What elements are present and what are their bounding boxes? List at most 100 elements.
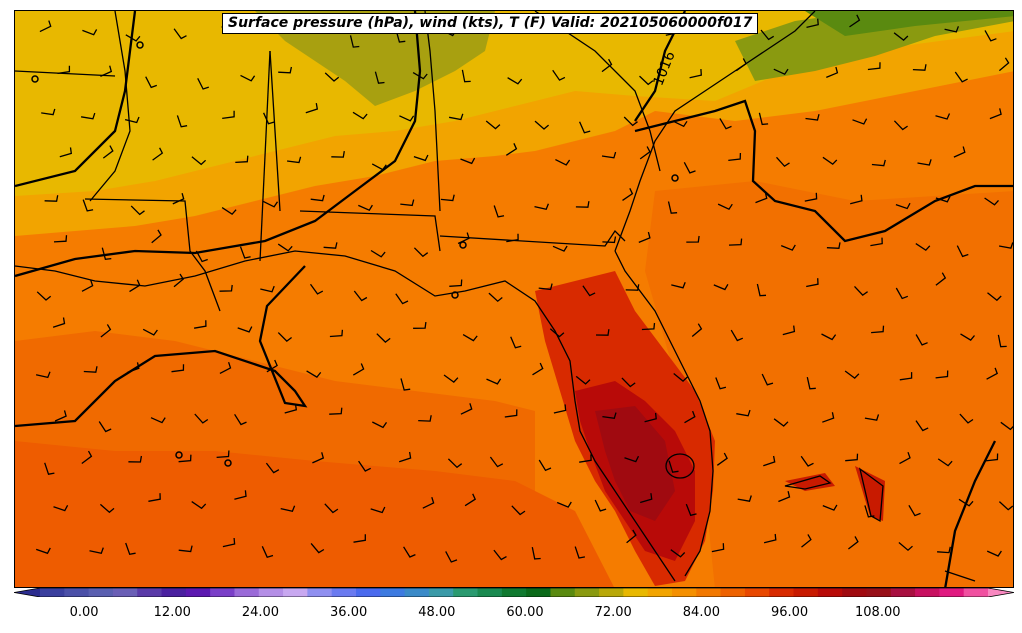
wind-barb xyxy=(778,491,791,503)
wind-barb xyxy=(191,501,207,510)
wind-barb xyxy=(622,188,634,201)
wind-barb xyxy=(413,247,429,258)
wind-barb xyxy=(102,145,114,159)
atlantic-region xyxy=(645,181,1013,587)
wind-barb xyxy=(152,147,164,161)
wind-barb xyxy=(148,493,161,502)
wind-barb xyxy=(728,152,742,162)
wind-barb xyxy=(899,451,911,465)
wind-barb xyxy=(822,504,838,511)
wind-barb xyxy=(234,490,247,500)
wind-barb xyxy=(987,292,1002,302)
wind-barb xyxy=(531,546,541,560)
wind-barb xyxy=(266,359,278,373)
colorbar-tick-label: 108.00 xyxy=(855,605,901,620)
wind-barb xyxy=(719,118,732,130)
wind-barb xyxy=(998,57,1010,72)
wind-barb xyxy=(717,203,733,211)
wind-barb xyxy=(574,546,586,559)
wind-barb xyxy=(197,78,210,90)
colorbar-cell xyxy=(428,588,454,597)
wind-barb xyxy=(128,455,143,463)
wind-barb xyxy=(127,362,140,374)
wind-barb xyxy=(510,336,522,349)
wind-barb xyxy=(173,28,187,40)
wind-barb xyxy=(844,370,860,379)
wind-barb xyxy=(216,450,230,459)
wind-barb xyxy=(538,459,552,472)
wind-barb xyxy=(871,325,885,334)
wind-barb xyxy=(35,547,51,555)
wind-barb xyxy=(805,114,820,121)
wind-barb xyxy=(413,322,427,329)
wind-barb xyxy=(989,108,1002,120)
wind-barb xyxy=(804,192,818,202)
wind-barb xyxy=(673,372,688,382)
wind-barb xyxy=(52,317,66,328)
wind-barb xyxy=(958,498,974,507)
isobar-6 xyxy=(944,440,997,587)
colorbar xyxy=(14,588,1014,597)
wind-barb xyxy=(219,284,233,292)
wind-barb xyxy=(222,537,236,548)
wind-barb xyxy=(395,293,409,305)
wind-barb xyxy=(915,334,928,346)
wind-barb xyxy=(935,370,949,379)
colorbar-cell xyxy=(307,588,333,597)
wind-barb xyxy=(358,460,371,472)
wind-barb xyxy=(506,233,519,243)
wind-barb xyxy=(440,194,455,202)
wind-barb xyxy=(556,501,572,508)
wind-barb xyxy=(178,545,193,553)
wind-barb xyxy=(998,242,1013,249)
colorbar-tick-label: 84.00 xyxy=(682,605,720,620)
wind-barb xyxy=(960,333,976,341)
wind-barb xyxy=(352,111,368,120)
wind-barb xyxy=(358,204,373,212)
colorbar-cell xyxy=(744,588,770,597)
wind-barb xyxy=(100,65,113,77)
wind-barb xyxy=(422,497,435,509)
island-bahamas-2 xyxy=(858,467,884,523)
colorbar-tick-label: 36.00 xyxy=(330,605,368,620)
wind-barb xyxy=(912,64,927,71)
wind-barb xyxy=(937,546,951,554)
wind-barb xyxy=(284,403,298,414)
map-title: Surface pressure (hPa), wind (kts), T (F… xyxy=(222,13,759,34)
colorbar-cell xyxy=(112,588,138,597)
wind-barb xyxy=(449,279,463,287)
wind-barb xyxy=(486,378,502,385)
wind-barb xyxy=(579,454,592,463)
wind-barb xyxy=(959,413,974,424)
wind-barb xyxy=(985,453,999,462)
wind-barb xyxy=(312,452,325,464)
colorbar-extend-high xyxy=(988,588,1014,597)
wind-barb xyxy=(595,329,610,336)
colorbar-cell xyxy=(939,588,965,597)
wind-barb xyxy=(89,547,104,554)
colorbar-cell xyxy=(283,588,308,597)
wind-barb xyxy=(689,69,702,79)
wind-barb xyxy=(864,505,875,518)
wind-barb xyxy=(850,194,863,205)
state-border-al-fl xyxy=(299,210,441,252)
wind-barb xyxy=(668,460,679,473)
wind-barb xyxy=(715,377,727,390)
wind-barb xyxy=(954,71,968,83)
colorbar-cell xyxy=(550,588,576,597)
wind-barb xyxy=(623,116,638,127)
wind-barb xyxy=(691,323,703,337)
wind-barb xyxy=(277,332,292,342)
wind-barb xyxy=(395,30,406,43)
wind-barb xyxy=(488,292,503,303)
wind-barb xyxy=(460,157,476,165)
wind-barb xyxy=(53,504,69,512)
isobars xyxy=(15,11,1013,587)
wind-barb xyxy=(780,244,796,251)
colorbar-cell xyxy=(915,588,940,597)
wind-barb xyxy=(353,290,368,302)
colorbar-cell xyxy=(453,588,479,597)
wind-barb xyxy=(349,35,360,48)
wind-barb xyxy=(713,283,729,291)
